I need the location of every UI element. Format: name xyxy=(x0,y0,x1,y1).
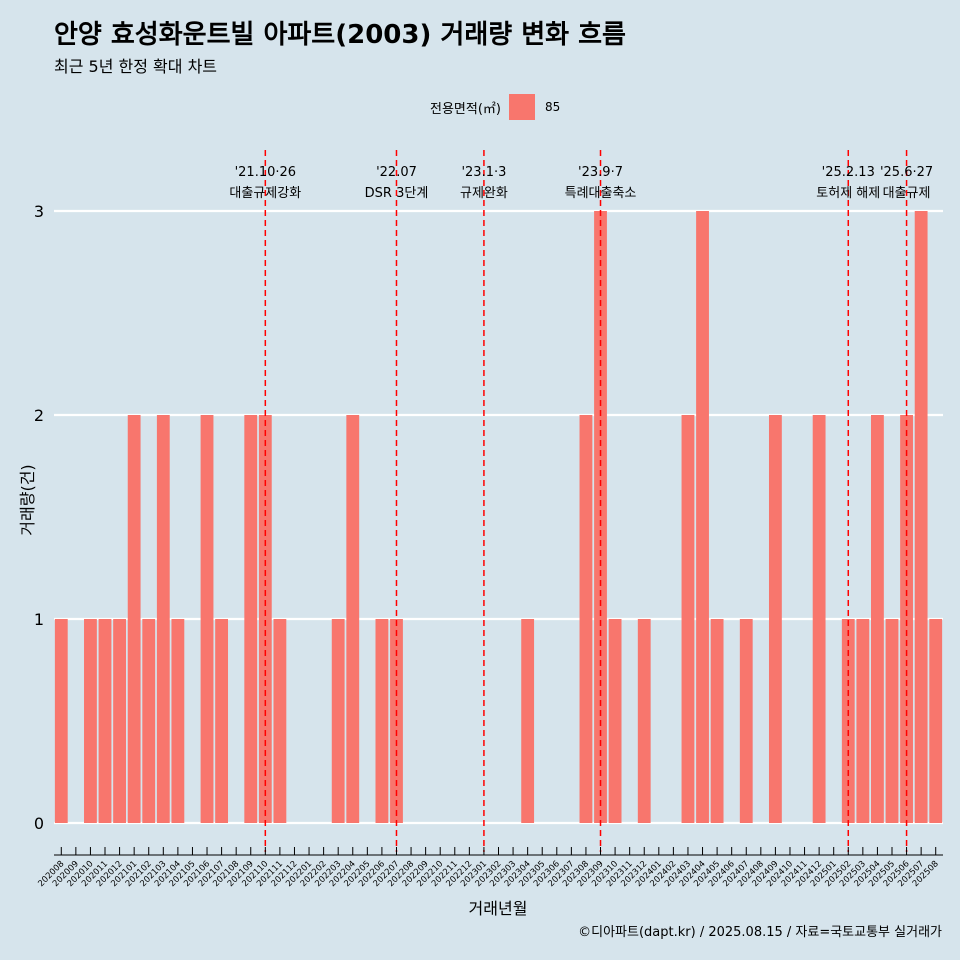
event-date: '23.1·3 xyxy=(461,165,506,180)
bar xyxy=(244,415,258,823)
bar xyxy=(594,211,607,823)
bars xyxy=(54,211,943,823)
y-tick-label: 1 xyxy=(34,610,44,629)
y-tick-label: 3 xyxy=(34,202,44,221)
bar xyxy=(681,415,695,823)
bar xyxy=(608,619,622,823)
y-axis-label: 거래량(건) xyxy=(18,464,37,535)
bar xyxy=(375,619,389,823)
bar xyxy=(885,619,899,823)
bar xyxy=(739,619,753,823)
bar xyxy=(200,415,214,823)
source-caption: ©디아파트(dapt.kr) / 2025.08.15 / 자료=국토교통부 실… xyxy=(578,925,942,940)
bar xyxy=(914,211,928,823)
bar xyxy=(98,619,112,823)
bar xyxy=(929,619,943,823)
event-label: 토허제 해제 xyxy=(816,186,880,201)
bar xyxy=(871,415,884,823)
bar xyxy=(127,415,141,823)
bar xyxy=(812,415,826,823)
bar xyxy=(331,619,345,823)
y-tick-label: 0 xyxy=(34,814,44,833)
bar xyxy=(84,619,97,823)
bar xyxy=(258,415,272,823)
legend-label: 85 xyxy=(544,100,561,114)
bar xyxy=(156,415,170,823)
bar xyxy=(142,619,156,823)
chart-subtitle: 최근 5년 한정 확대 차트 xyxy=(54,57,218,76)
event-label: 대출규제강화 xyxy=(229,186,301,201)
event-annotations: '21.10·26 대출규제강화 '22.07 DSR 3단계 '23.1·3 규제완화 '… xyxy=(229,150,933,852)
y-tick-label: 2 xyxy=(34,406,44,425)
event-date: '22.07 xyxy=(376,165,417,180)
x-axis-label: 거래년월 xyxy=(469,899,528,918)
legend-swatch xyxy=(508,94,535,120)
bar xyxy=(768,415,782,823)
bar xyxy=(637,619,651,823)
bar xyxy=(54,619,68,823)
bar xyxy=(900,415,913,823)
chart-title: 안양 효성화운트빌 아파트(2003) 거래량 변화 흐름 xyxy=(54,20,626,50)
bar xyxy=(113,619,126,823)
event-date: '21.10·26 xyxy=(235,165,296,180)
bar xyxy=(346,415,360,823)
event-label: 규제완화 xyxy=(460,186,508,201)
bar xyxy=(171,619,185,823)
bar xyxy=(521,619,535,823)
event-date: '25.6·27 xyxy=(880,165,933,180)
legend: 전용면적(㎡) 85 xyxy=(430,94,560,120)
event-date: '25.2.13 xyxy=(822,165,875,180)
bar xyxy=(856,619,870,823)
event-date: '23.9·7 xyxy=(578,165,623,180)
legend-title: 전용면적(㎡) xyxy=(430,101,501,117)
bar xyxy=(273,619,287,823)
axes: 0123202008202009202010202011202012202101… xyxy=(34,202,943,889)
event-label: DSR 3단계 xyxy=(365,186,429,201)
bar xyxy=(579,415,593,823)
bar xyxy=(215,619,229,823)
event-label: 특례대출축소 xyxy=(565,186,637,201)
grid-lines xyxy=(54,209,943,825)
bar xyxy=(696,211,709,823)
bar xyxy=(710,619,724,823)
event-label: 대출규제 xyxy=(883,186,931,201)
